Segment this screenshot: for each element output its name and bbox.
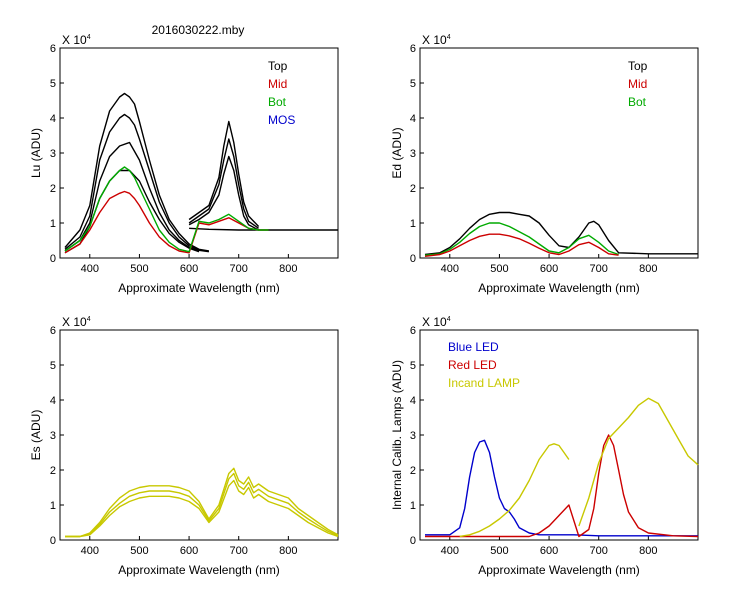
series-line-red-led [425, 434, 699, 538]
y-tick-label: 3 [50, 430, 56, 442]
y-tick-label: 0 [50, 253, 56, 265]
y-axis-label: Ed (ADU) [390, 127, 404, 178]
x-tick-label: 500 [490, 545, 508, 557]
x-tick-label: 600 [180, 545, 198, 557]
legend-entry: Mid [268, 77, 287, 91]
x-tick-label: 800 [639, 263, 657, 275]
legend-entry: Bot [268, 95, 287, 109]
y-tick-label: 6 [410, 43, 416, 55]
plot-frame [419, 47, 699, 259]
y-tick-label: 0 [410, 535, 416, 547]
x-tick-label: 800 [639, 545, 657, 557]
panel-lu: X 104 Lu (ADU) Approximate Wavelength (n… [29, 33, 339, 295]
y-tick-label: 6 [410, 325, 416, 337]
y-tick-label: 2 [410, 465, 416, 477]
panel-ed: X 104 Ed (ADU) Approximate Wavelength (n… [390, 33, 699, 295]
y-tick-label: 4 [50, 113, 56, 125]
legend-entry: Top [628, 59, 648, 73]
series-line-es-1 [65, 467, 339, 538]
x-tick-label: 400 [441, 263, 459, 275]
y-axis-label: Internal Calib. Lamps (ADU) [390, 360, 404, 510]
x-axis-label: Approximate Wavelength (nm) [478, 563, 640, 577]
y-tick-label: 0 [410, 253, 416, 265]
x-tick-label: 700 [590, 545, 608, 557]
y-tick-label: 1 [50, 500, 56, 512]
legend-entry: Bot [628, 95, 647, 109]
legend-entry: Top [268, 59, 288, 73]
series-line-top-red-1 [188, 120, 260, 227]
exponent-label: X 104 [422, 33, 451, 47]
x-tick-label: 400 [81, 545, 99, 557]
panel-es: X 104 Es (ADU) Approximate Wavelength (n… [29, 315, 339, 577]
y-tick-label: 4 [410, 395, 416, 407]
x-tick-label: 700 [590, 263, 608, 275]
series-line-bot [424, 222, 619, 256]
x-tick-label: 500 [490, 263, 508, 275]
series-line-mid [64, 190, 269, 254]
series-line-top-1 [64, 92, 210, 252]
series-line-blue-led [425, 439, 698, 537]
series-line-es-3 [65, 479, 339, 538]
series-line-incand-lamp-2 [578, 397, 699, 527]
x-tick-label: 600 [540, 545, 558, 557]
y-tick-label: 0 [50, 535, 56, 547]
x-tick-label: 500 [130, 263, 148, 275]
panel-calib: X 104 Internal Calib. Lamps (ADU) Approx… [390, 315, 699, 577]
x-tick-label: 800 [279, 263, 297, 275]
series-line-top-3 [64, 141, 200, 252]
y-tick-label: 2 [410, 183, 416, 195]
y-tick-label: 3 [50, 148, 56, 160]
series-line-mid [424, 233, 619, 257]
y-tick-label: 2 [50, 183, 56, 195]
y-tick-label: 4 [50, 395, 56, 407]
legend-entry: Blue LED [448, 340, 499, 354]
x-tick-label: 800 [279, 545, 297, 557]
y-axis-label: Es (ADU) [29, 410, 43, 461]
x-tick-label: 700 [230, 263, 248, 275]
x-tick-label: 400 [441, 545, 459, 557]
x-tick-label: 400 [81, 263, 99, 275]
y-tick-label: 5 [50, 78, 56, 90]
legend-entry: MOS [268, 113, 295, 127]
y-tick-label: 4 [410, 113, 416, 125]
series-line-top-red-2 [188, 138, 260, 229]
series-line-incand-lamp [459, 443, 570, 538]
series-line-top-2 [64, 113, 209, 253]
series-line-es-2 [65, 472, 339, 538]
y-tick-label: 6 [50, 325, 56, 337]
series-line-top-red-3 [188, 155, 259, 231]
y-tick-label: 1 [410, 218, 416, 230]
x-tick-label: 700 [230, 545, 248, 557]
x-axis-label: Approximate Wavelength (nm) [118, 563, 280, 577]
x-tick-label: 600 [540, 263, 558, 275]
exponent-label: X 104 [62, 315, 91, 329]
y-tick-label: 5 [50, 360, 56, 372]
exponent-label: X 104 [62, 33, 91, 47]
y-axis-label: Lu (ADU) [29, 128, 43, 178]
figure-title: 2016030222.mby [152, 23, 245, 37]
exponent-label: X 104 [422, 315, 451, 329]
x-tick-label: 500 [130, 545, 148, 557]
x-axis-label: Approximate Wavelength (nm) [478, 281, 640, 295]
y-tick-label: 1 [410, 500, 416, 512]
y-tick-label: 3 [410, 148, 416, 160]
y-tick-label: 5 [410, 360, 416, 372]
x-axis-label: Approximate Wavelength (nm) [118, 281, 280, 295]
y-tick-label: 1 [50, 218, 56, 230]
y-tick-label: 6 [50, 43, 56, 55]
x-tick-label: 600 [180, 263, 198, 275]
y-tick-label: 2 [50, 465, 56, 477]
legend-entry: Red LED [448, 358, 497, 372]
series-line-top [424, 211, 698, 256]
legend-entry: Mid [628, 77, 647, 91]
y-tick-label: 5 [410, 78, 416, 90]
legend-entry: Incand LAMP [448, 376, 520, 390]
y-tick-label: 3 [410, 430, 416, 442]
series-line-bot [64, 166, 269, 253]
